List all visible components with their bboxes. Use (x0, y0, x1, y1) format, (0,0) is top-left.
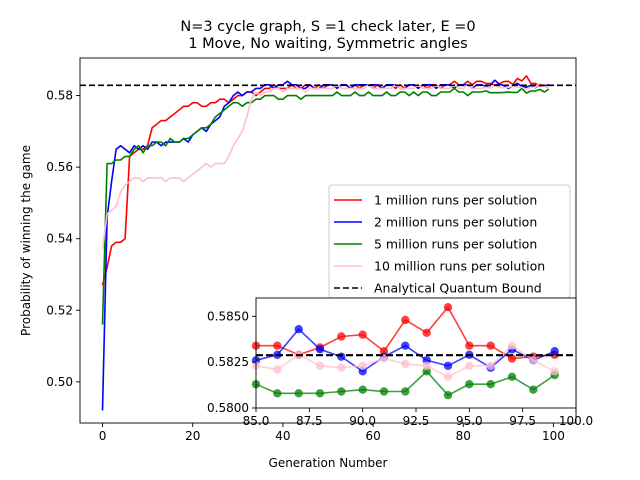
inset-point (486, 341, 495, 350)
chart-title: N=3 cycle graph, S =1 check later, E =0 1… (180, 19, 475, 52)
legend: 1 million runs per solution 2 million run… (328, 184, 571, 299)
inset-point (294, 325, 303, 334)
inset-x-tick-label: 92.5 (403, 414, 430, 428)
inset-y-tick-label: 0.5825 (207, 355, 249, 369)
inset-point (315, 345, 325, 354)
inset-point (379, 354, 389, 363)
inset-point (422, 361, 431, 370)
y-tick-label: 0.54 (46, 232, 73, 246)
y-tick-label: 0.52 (46, 303, 73, 317)
x-tick-label: 60 (365, 429, 380, 443)
inset-point (337, 387, 346, 396)
y-tick-label: 0.56 (46, 160, 73, 174)
inset-point (550, 347, 559, 356)
x-axis-label: Generation Number (269, 456, 388, 470)
chart-title-line: N=3 cycle graph, S =1 check later, E =0 (180, 19, 475, 35)
inset-x-tick-label: 100.0 (559, 414, 593, 428)
inset-point (294, 389, 303, 398)
inset-point (422, 328, 431, 337)
chart-title-line: 1 Move, No waiting, Symmetric angles (188, 36, 467, 52)
inset-x-tick-label: 97.5 (509, 414, 536, 428)
inset-x-tick-label: 85.0 (243, 414, 270, 428)
inset-y-tick-label: 0.5800 (207, 401, 249, 415)
inset-point (465, 361, 474, 370)
inset-point (337, 332, 346, 341)
inset-point (358, 361, 367, 370)
inset-point (529, 385, 538, 394)
inset-point (507, 372, 517, 381)
inset-point (337, 352, 346, 361)
inset-point (401, 315, 410, 325)
x-tick-label: 80 (456, 429, 471, 443)
inset-point (507, 354, 517, 363)
legend-label: 2 million runs per solution (374, 215, 537, 230)
inset-point (273, 341, 282, 350)
inset-y-tick-label: 0.5850 (207, 309, 249, 323)
legend-label: Analytical Quantum Bound (374, 281, 542, 296)
y-tick-label: 0.50 (46, 375, 73, 389)
inset-x-tick-label: 87.5 (296, 414, 323, 428)
main-chart: N=3 cycle graph, S =1 check later, E =0 1… (19, 19, 577, 470)
legend-label: 1 million runs per solution (374, 193, 537, 208)
inset-point (337, 363, 346, 372)
inset-point (443, 361, 453, 370)
inset-point (401, 387, 410, 396)
inset-x-tick-label: 90.0 (349, 414, 376, 428)
inset-point (401, 341, 410, 350)
inset-x-tick-label: 95.0 (456, 414, 483, 428)
inset-point (358, 330, 367, 339)
series-line (101, 87, 550, 325)
inset-point (550, 367, 559, 376)
inset-chart: 85.0 87.5 90.0 92.5 95.0 97.5 100.0 0.5800 0.582… (207, 297, 593, 428)
x-tick-label: 100 (542, 429, 565, 443)
inset-point (379, 387, 389, 396)
inset-point (401, 359, 410, 369)
inset-point (315, 389, 325, 398)
x-tick-label: 20 (185, 429, 200, 443)
plot-frame (79, 57, 577, 424)
inset-point (443, 391, 453, 400)
inset-point (273, 389, 282, 398)
series-line (101, 82, 550, 250)
inset-point (465, 380, 474, 389)
inset-point (443, 372, 453, 381)
inset-point (507, 341, 517, 350)
series-line (101, 75, 549, 286)
y-tick-label: 0.58 (46, 89, 73, 103)
inset-point (465, 341, 474, 350)
inset-point (315, 361, 325, 370)
inset-point (443, 303, 453, 312)
inset-point (486, 361, 495, 370)
inset-point (529, 356, 538, 365)
legend-label: 5 million runs per solution (374, 237, 537, 252)
inset-point (486, 380, 495, 389)
x-tick-label: 0 (99, 429, 107, 443)
y-axis-label: Probability of winning the game (19, 145, 33, 336)
inset-point (358, 385, 367, 394)
inset-point (273, 365, 282, 374)
x-tick-label: 40 (275, 429, 290, 443)
legend-label: 10 million runs per solution (374, 259, 545, 274)
